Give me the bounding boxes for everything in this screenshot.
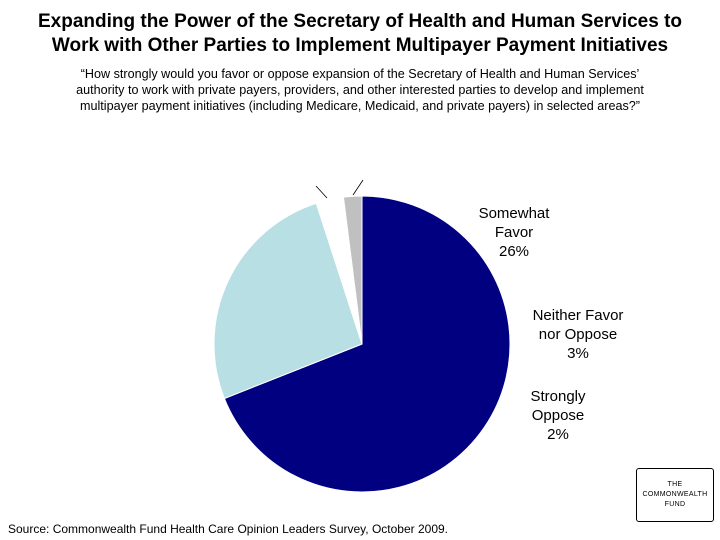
question-line-3: multipayer payment initiatives (includin… xyxy=(80,99,640,113)
label-neither: Neither Favor nor Oppose 3% xyxy=(516,306,640,363)
label-neither-line-1: Neither Favor xyxy=(532,307,624,324)
question-line-1: “How strongly would you favor or oppose … xyxy=(80,67,640,81)
logo-line-2: COMMONWEALTH xyxy=(642,491,708,498)
pie-slice-strongly-oppose xyxy=(342,195,363,345)
title-line-1: Expanding the Power of the Secretary of … xyxy=(37,11,683,32)
pie-slices xyxy=(213,195,511,493)
label-somewhat-favor-pct: 26% xyxy=(498,243,530,260)
commonwealth-fund-logo: THE COMMONWEALTH FUND xyxy=(636,468,714,522)
chart-title: Expanding the Power of the Secretary of … xyxy=(0,10,720,58)
leader-line-strongly-oppose xyxy=(352,179,364,196)
label-neither-pct: 3% xyxy=(567,345,589,362)
label-strongly-oppose-line-1: Strongly xyxy=(530,388,586,405)
label-somewhat-favor: Somewhat Favor 26% xyxy=(462,204,566,261)
label-strongly-oppose: Strongly Oppose 2% xyxy=(516,387,600,444)
label-strongly-oppose-line-2: Oppose xyxy=(531,407,585,424)
label-neither-line-2: nor Oppose xyxy=(538,326,618,343)
source-note: Source: Commonwealth Fund Health Care Op… xyxy=(8,522,449,536)
label-strongly-oppose-pct: 2% xyxy=(547,426,569,443)
label-somewhat-favor-line-1: Somewhat xyxy=(478,205,550,222)
survey-question: “How strongly would you favor or oppose … xyxy=(8,66,712,114)
pie-slice-somewhat-favor xyxy=(213,202,363,400)
logo-line-3: FUND xyxy=(664,501,686,508)
question-line-2: authority to work with private payers, p… xyxy=(76,83,644,97)
pie-slice-strongly-favor xyxy=(223,195,511,493)
title-line-2: Work with Other Parties to Implement Mul… xyxy=(51,35,669,56)
logo-line-1: THE xyxy=(667,481,683,488)
leader-line-neither xyxy=(315,185,328,199)
label-somewhat-favor-line-2: Favor xyxy=(494,224,534,241)
